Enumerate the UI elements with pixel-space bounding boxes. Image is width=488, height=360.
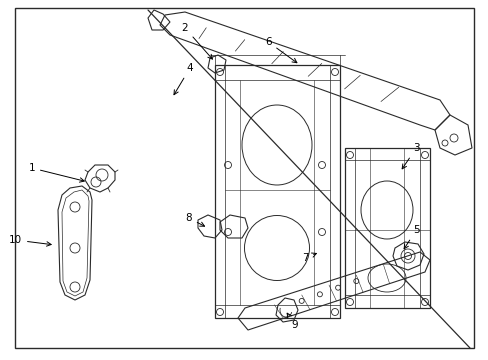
Text: 2: 2 [182,23,212,59]
Text: 7: 7 [301,253,316,263]
Text: 1: 1 [28,163,84,182]
Text: 6: 6 [264,37,296,63]
Text: 8: 8 [185,213,204,226]
Text: 10: 10 [9,235,51,246]
Text: 3: 3 [401,143,419,169]
Text: 9: 9 [286,313,298,330]
Text: 4: 4 [174,63,193,95]
Text: 5: 5 [403,225,419,249]
